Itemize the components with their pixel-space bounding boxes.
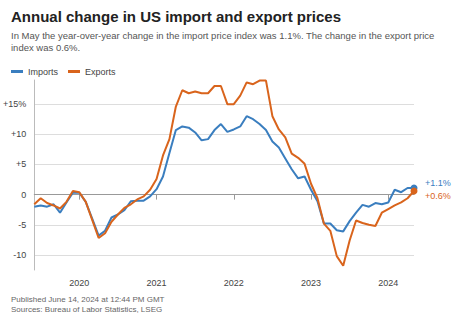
svg-text:In May the year-over-year chan: In May the year-over-year change in the …	[11, 30, 437, 41]
svg-text:+15%: +15%	[3, 99, 26, 109]
svg-text:2023: 2023	[301, 278, 321, 288]
svg-text:+1.1%: +1.1%	[425, 178, 451, 188]
svg-text:Published June 14, 2024 at 12:: Published June 14, 2024 at 12:44 PM GMT	[11, 295, 165, 304]
svg-text:+5: +5	[16, 159, 26, 169]
svg-text:2024: 2024	[378, 278, 398, 288]
svg-text:Sources: Bureau of Labor Stati: Sources: Bureau of Labor Statistics, LSE…	[11, 305, 162, 314]
svg-text:2020: 2020	[69, 278, 89, 288]
svg-text:-10: -10	[13, 250, 26, 260]
svg-text:index was 0.6%.: index was 0.6%.	[11, 42, 80, 53]
svg-text:0: 0	[21, 190, 26, 200]
svg-text:+10: +10	[11, 129, 26, 139]
svg-text:Exports: Exports	[85, 67, 116, 77]
svg-text:2022: 2022	[224, 278, 244, 288]
svg-text:Annual change in US import and: Annual change in US import and export pr…	[11, 8, 341, 25]
svg-text:-5: -5	[18, 220, 26, 230]
svg-text:+0.6%: +0.6%	[425, 191, 451, 201]
svg-text:Imports: Imports	[28, 67, 59, 77]
svg-text:2021: 2021	[147, 278, 167, 288]
